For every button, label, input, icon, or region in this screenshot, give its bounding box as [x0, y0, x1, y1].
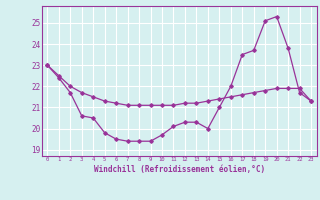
X-axis label: Windchill (Refroidissement éolien,°C): Windchill (Refroidissement éolien,°C) — [94, 165, 265, 174]
